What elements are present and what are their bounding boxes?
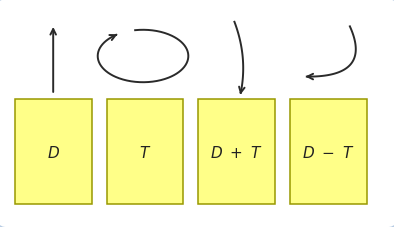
FancyBboxPatch shape (290, 100, 366, 204)
Text: $\mathit{T}$: $\mathit{T}$ (139, 144, 151, 160)
FancyBboxPatch shape (15, 100, 91, 204)
Text: $\mathit{D\ +\ T}$: $\mathit{D\ +\ T}$ (210, 144, 263, 160)
Text: $\mathit{D\ -\ T}$: $\mathit{D\ -\ T}$ (302, 144, 355, 160)
FancyBboxPatch shape (106, 100, 183, 204)
Text: $\mathit{D}$: $\mathit{D}$ (46, 144, 60, 160)
FancyBboxPatch shape (198, 100, 275, 204)
